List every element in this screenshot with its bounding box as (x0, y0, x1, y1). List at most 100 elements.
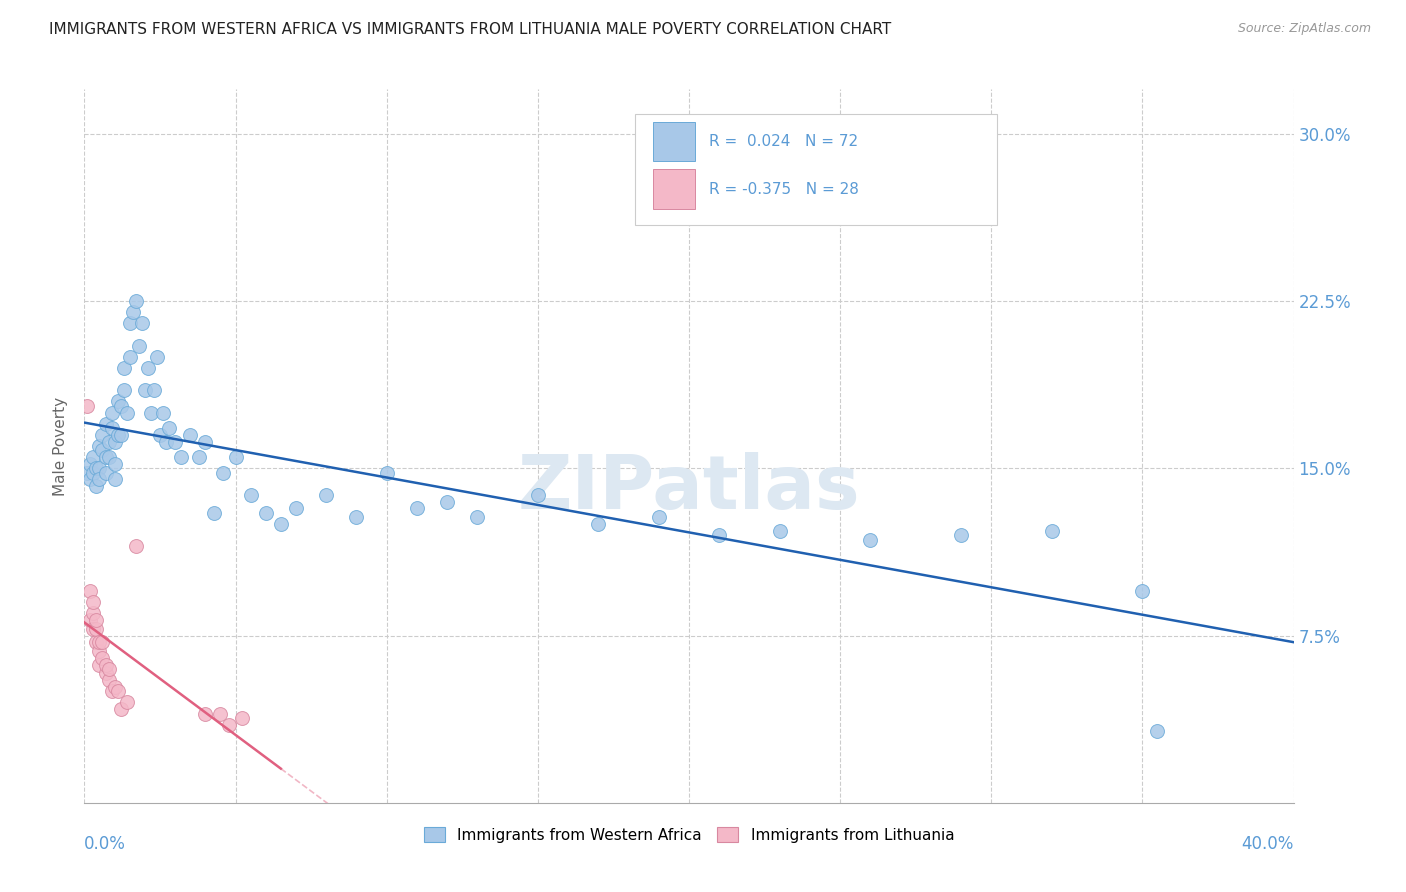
Point (89, 439, 111, 453)
Point (86, 635, 108, 649)
Point (859, 533, 882, 547)
FancyBboxPatch shape (634, 114, 997, 225)
Text: R =  0.024   N = 72: R = 0.024 N = 72 (710, 134, 859, 149)
Point (86, 461, 108, 475)
Point (100, 405, 122, 419)
Point (709, 528, 731, 542)
Text: R = -0.375   N = 28: R = -0.375 N = 28 (710, 182, 859, 196)
Point (89, 635, 111, 649)
Point (118, 316, 141, 330)
Point (225, 450, 247, 464)
Point (115, 696, 138, 710)
Point (769, 524, 792, 538)
Point (89, 657, 111, 672)
Point (315, 488, 337, 502)
Point (128, 338, 150, 352)
Point (91, 635, 114, 649)
Point (202, 506, 225, 520)
Point (79, 473, 101, 487)
Point (97, 450, 120, 464)
Point (91, 427, 114, 442)
Point (110, 399, 132, 413)
Point (231, 711, 253, 725)
Point (94, 450, 117, 464)
Point (94, 466, 117, 480)
Point (239, 488, 262, 502)
Point (89, 473, 111, 487)
Point (79, 613, 101, 627)
Point (134, 384, 156, 398)
Point (104, 680, 127, 694)
Y-axis label: Male Poverty: Male Poverty (53, 396, 69, 496)
Point (97, 662, 120, 676)
Point (94, 657, 117, 672)
Point (165, 434, 187, 449)
Legend: Immigrants from Western Africa, Immigrants from Lithuania: Immigrants from Western Africa, Immigran… (418, 821, 960, 848)
Point (94, 417, 117, 431)
Point (100, 684, 122, 698)
Point (950, 528, 973, 542)
Point (91, 651, 114, 665)
Point (97, 673, 120, 687)
Point (125, 293, 148, 308)
Point (152, 405, 174, 419)
Point (1040, 524, 1063, 538)
Point (467, 510, 489, 524)
Point (188, 450, 211, 464)
Point (112, 360, 135, 375)
Point (648, 510, 671, 524)
FancyBboxPatch shape (652, 169, 695, 209)
Text: IMMIGRANTS FROM WESTERN AFRICA VS IMMIGRANTS FROM LITHUANIA MALE POVERTY CORRELA: IMMIGRANTS FROM WESTERN AFRICA VS IMMIGR… (49, 22, 891, 37)
Point (209, 706, 232, 721)
Point (82, 622, 104, 636)
Point (104, 434, 127, 449)
Point (82, 595, 104, 609)
Point (86, 622, 108, 636)
Point (118, 350, 141, 364)
Point (270, 516, 292, 531)
Point (254, 506, 277, 520)
Point (104, 457, 127, 471)
Point (79, 457, 101, 471)
Point (142, 384, 165, 398)
Point (107, 684, 129, 698)
Point (136, 360, 159, 375)
Point (146, 350, 169, 364)
Point (107, 427, 129, 442)
Point (406, 501, 429, 516)
Point (157, 421, 180, 435)
Point (76, 466, 98, 480)
Point (1130, 583, 1153, 598)
Point (1146, 724, 1168, 739)
Point (115, 405, 138, 419)
Point (107, 394, 129, 409)
Point (94, 666, 117, 681)
Point (89, 461, 111, 475)
Point (82, 607, 104, 621)
Text: ZIPatlas: ZIPatlas (517, 452, 860, 525)
Point (179, 427, 201, 442)
Point (588, 516, 610, 531)
Point (212, 466, 235, 480)
Point (76, 399, 98, 413)
Point (82, 450, 104, 464)
Point (91, 443, 114, 458)
Text: Source: ZipAtlas.com: Source: ZipAtlas.com (1237, 22, 1371, 36)
Point (375, 466, 398, 480)
Point (149, 427, 172, 442)
Point (112, 384, 135, 398)
Point (155, 434, 177, 449)
Point (121, 305, 143, 319)
Point (194, 706, 217, 721)
Point (104, 473, 127, 487)
Point (86, 613, 108, 627)
Point (527, 488, 550, 502)
Point (346, 510, 368, 524)
Text: 0.0%: 0.0% (84, 835, 127, 853)
Point (285, 501, 308, 516)
Point (170, 450, 193, 464)
Point (86, 479, 108, 493)
Text: 40.0%: 40.0% (1241, 835, 1294, 853)
Point (110, 702, 132, 716)
Point (139, 405, 162, 419)
